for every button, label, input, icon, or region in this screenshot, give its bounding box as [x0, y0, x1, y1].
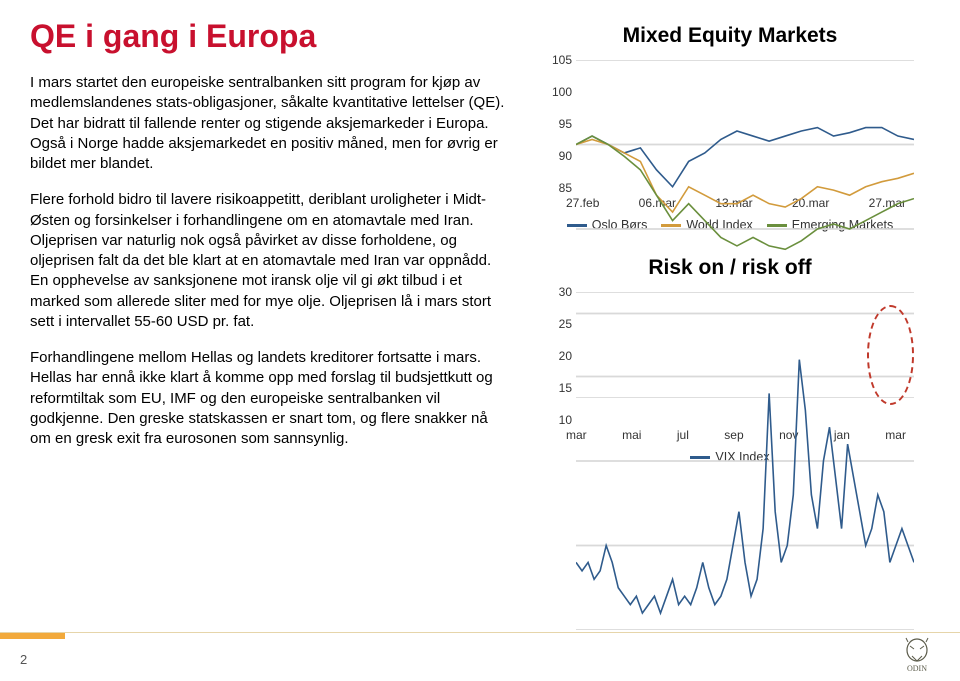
axis-tick: 10: [540, 414, 572, 426]
paragraph-2: Flere forhold bidro til lavere risikoapp…: [30, 190, 510, 332]
chart2-y-axis: 30 25 20 15 10: [540, 286, 572, 426]
footer-divider: [0, 632, 960, 633]
axis-tick: 20: [540, 350, 572, 362]
chart1-y-axis: 105 100 95 90 85: [540, 54, 572, 194]
paragraph-3: Forhandlingene mellom Hellas og landets …: [30, 348, 510, 449]
axis-tick: 100: [540, 86, 572, 98]
axis-tick: 105: [540, 54, 572, 66]
axis-tick: 90: [540, 150, 572, 162]
paragraph-1: I mars startet den europeiske sentralban…: [30, 73, 510, 174]
page-title: QE i gang i Europa: [30, 18, 510, 55]
axis-tick: 85: [540, 182, 572, 194]
footer-accent-bar: [0, 633, 65, 639]
svg-text:ODIN: ODIN: [907, 664, 927, 673]
page-number: 2: [20, 652, 27, 667]
axis-tick: 25: [540, 318, 572, 330]
axis-tick: 95: [540, 118, 572, 130]
chart2-circle-annotation: [867, 305, 914, 405]
axis-tick: 30: [540, 286, 572, 298]
chart1-title: Mixed Equity Markets: [530, 24, 930, 48]
body-text: I mars startet den europeiske sentralban…: [30, 73, 510, 449]
chart2-plot: [576, 292, 914, 630]
odin-logo: ODIN: [892, 637, 942, 673]
axis-tick: 15: [540, 382, 572, 394]
chart-risk-on-off: Risk on / risk off 3025201510 marmaijuls…: [530, 256, 930, 464]
chart-mixed-equity: Mixed Equity Markets 105100959085 27.feb…: [530, 24, 930, 232]
